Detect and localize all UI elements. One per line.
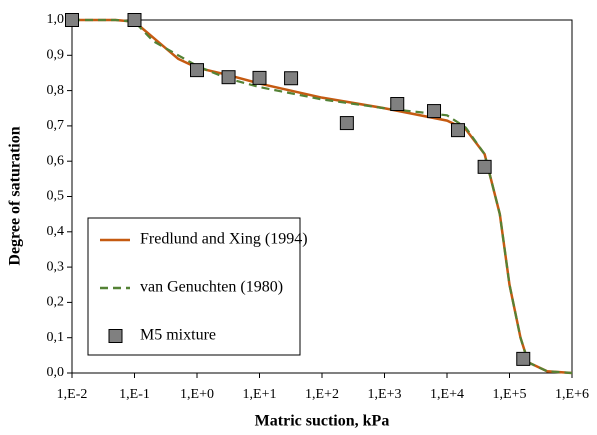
legend-label: Fredlund and Xing (1994) (140, 231, 308, 248)
x-axis-title: Matric suction, kPa (255, 413, 390, 430)
y-tick-label: 0,3 (47, 259, 65, 274)
fit-line (72, 18, 573, 375)
data-point (65, 13, 79, 27)
legend-label: M5 mixture (140, 327, 216, 344)
y-tick-label: 0,2 (47, 295, 65, 310)
data-point (477, 159, 492, 174)
x-tick-label: 1,E-2 (57, 387, 88, 402)
y-tick-label: 0,8 (47, 83, 65, 98)
data-point (127, 13, 142, 27)
x-tick-label: 1,E+2 (305, 387, 339, 402)
x-tick-label: 1,E+5 (493, 387, 527, 402)
data-point (252, 70, 267, 85)
x-tick-label: 1,E+1 (243, 387, 277, 402)
y-tick-label: 0,6 (47, 153, 65, 168)
y-axis-title: Degree of saturation (7, 126, 24, 265)
x-tick-label: 1,E+3 (368, 387, 402, 402)
x-tick-label: 1,E+0 (180, 387, 214, 402)
y-tick-label: 0,1 (47, 330, 65, 345)
data-point (390, 97, 405, 112)
data-point (221, 70, 236, 85)
x-tick-label: 1,E+6 (555, 387, 589, 402)
x-tick-label: 1,E-1 (119, 387, 150, 402)
y-tick-label: 0,7 (47, 118, 65, 133)
data-point (516, 351, 531, 366)
data-point (451, 123, 466, 138)
y-tick-label: 0,4 (47, 224, 65, 239)
y-tick-label: 0,5 (47, 189, 65, 204)
x-tick-label: 1,E+4 (430, 387, 464, 402)
data-point (190, 63, 204, 78)
data-point (339, 116, 354, 131)
y-tick-label: 1,0 (47, 12, 65, 27)
y-tick-label: 0,0 (47, 365, 65, 380)
legend-label: van Genuchten (1980) (140, 279, 283, 296)
y-tick-label: 0,9 (47, 48, 65, 63)
data-point (427, 104, 442, 119)
legend-swatch (108, 329, 123, 343)
data-point (284, 71, 299, 86)
